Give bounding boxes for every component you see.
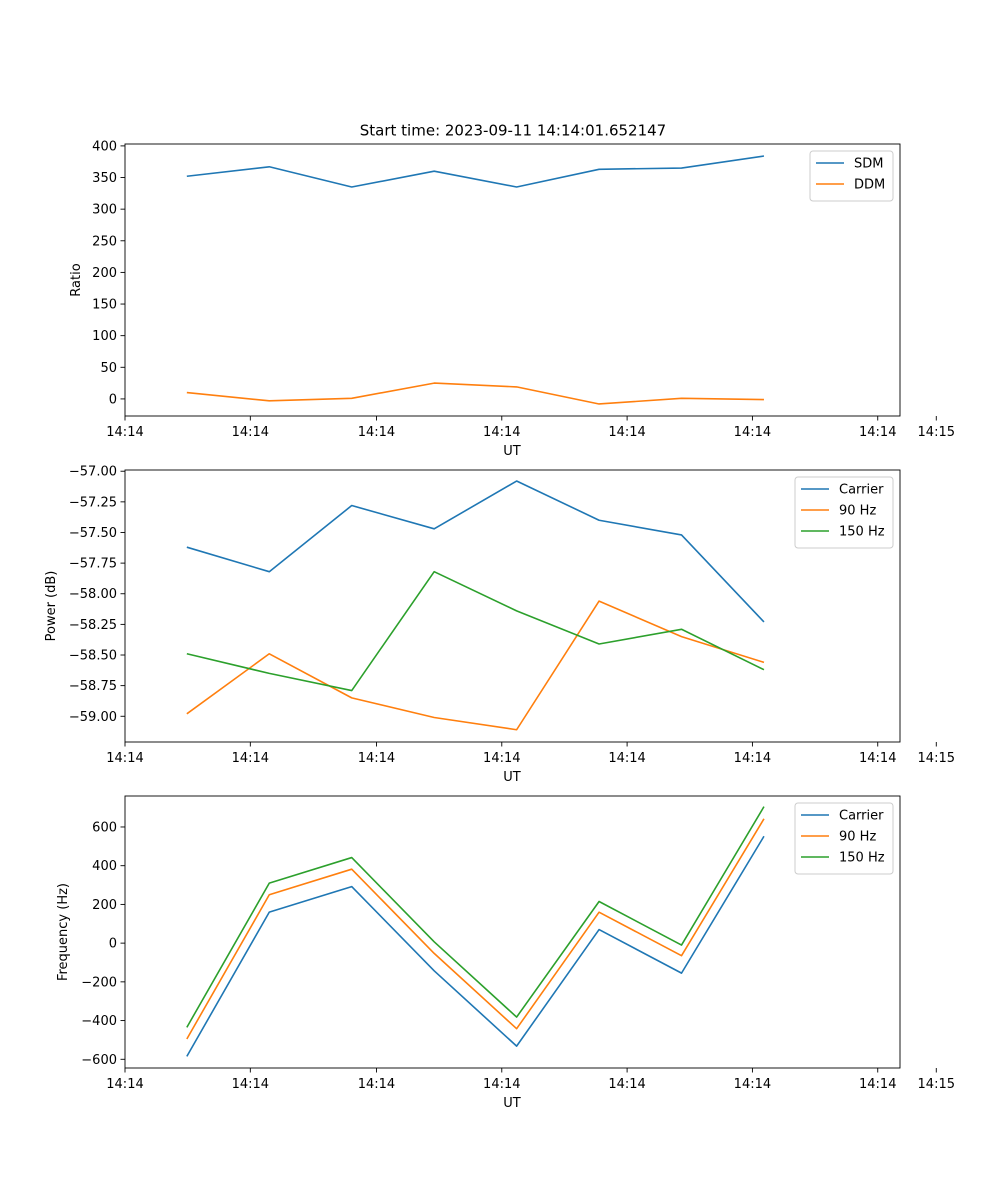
frequency-series-90-hz-line	[186, 818, 765, 1040]
frequency-x-tick-label: 14:14	[106, 1077, 143, 1092]
ratio-x-tick-label: 14:14	[483, 425, 520, 440]
ratio-x-tick-label: 14:14	[232, 425, 269, 440]
ratio-y-tick-label: 0	[109, 392, 117, 407]
power-x-tick-label: 14:14	[734, 751, 771, 766]
power-y-tick-label: −58.00	[69, 587, 117, 602]
frequency-y-axis-label: Frequency (Hz)	[56, 883, 71, 981]
power-y-tick-label: −57.00	[69, 465, 117, 480]
power-x-tick-label: 14:14	[232, 751, 269, 766]
frequency-legend-label-90-hz: 90 Hz	[839, 830, 876, 845]
frequency-y-tick-label: −200	[81, 975, 117, 990]
power-x-tick-label: 14:15	[918, 751, 955, 766]
power-y-tick-label: −57.25	[69, 495, 117, 510]
ratio-x-tick-label: 14:14	[358, 425, 395, 440]
frequency-plot-frame	[124, 795, 901, 1069]
ratio-y-tick-label: 100	[92, 329, 117, 344]
power-y-tick-label: −58.50	[69, 649, 117, 664]
ratio-y-tick-label: 50	[100, 361, 117, 376]
power-y-axis-label: Power (dB)	[44, 571, 59, 642]
ratio-legend-label-sdm: SDM	[854, 157, 883, 172]
power-series-carrier-line	[186, 480, 765, 623]
frequency-x-tick-label: 14:14	[483, 1077, 520, 1092]
ratio-x-tick-label: 14:14	[608, 425, 645, 440]
frequency-y-tick-label: 600	[92, 820, 117, 835]
frequency-series-carrier-line	[186, 835, 765, 1057]
power-series-90-hz-line	[186, 600, 765, 731]
ratio-y-tick-label: 150	[92, 298, 117, 313]
power-y-tick-label: −58.25	[69, 618, 117, 633]
ratio-x-axis-label: UT	[503, 444, 521, 459]
power-series-150-hz-line	[186, 570, 765, 692]
ratio-x-tick-label: 14:14	[734, 425, 771, 440]
power-legend-label-carrier: Carrier	[839, 483, 884, 498]
ratio-plot-frame	[124, 143, 901, 417]
power-legend-label-150-hz: 150 Hz	[839, 525, 885, 540]
power-y-tick-label: −59.00	[69, 710, 117, 725]
frequency-x-tick-label: 14:14	[608, 1077, 645, 1092]
power-y-tick-label: −58.75	[69, 679, 117, 694]
ratio-series-ddm-line	[186, 382, 764, 405]
ratio-y-tick-label: 400	[92, 139, 117, 154]
ratio-legend-label-ddm: DDM	[854, 178, 885, 193]
frequency-panel: 14:14 14:14 14:14 14:14 14:14 14:14 14:14 14:15…	[56, 795, 955, 1111]
frequency-y-tick-label: −600	[81, 1053, 117, 1068]
ratio-x-tick-label: 14:15	[918, 425, 955, 440]
power-panel: 14:14 14:14 14:14 14:14 14:14 14:14 14:14 14:15…	[44, 465, 955, 785]
power-x-tick-label: 14:14	[859, 751, 896, 766]
power-legend-label-90-hz: 90 Hz	[839, 504, 876, 519]
ratio-y-tick-label: 300	[92, 203, 117, 218]
frequency-series-150-hz-line	[186, 806, 765, 1028]
frequency-legend: Carrier 90 Hz 150 Hz	[794, 802, 894, 875]
frequency-y-tick-label: 200	[92, 898, 117, 913]
frequency-x-tick-label: 14:14	[232, 1077, 269, 1092]
power-y-tick-label: −57.75	[69, 557, 117, 572]
ratio-legend: SDM DDM	[809, 150, 894, 202]
power-x-tick-label: 14:14	[483, 751, 520, 766]
ratio-y-axis-label: Ratio	[69, 263, 84, 296]
power-x-tick-label: 14:14	[106, 751, 143, 766]
frequency-x-tick-label: 14:14	[734, 1077, 771, 1092]
ratio-y-tick-label: 200	[92, 266, 117, 281]
ratio-series-sdm-line	[186, 155, 765, 188]
frequency-y-tick-label: 0	[109, 937, 117, 952]
frequency-x-axis-label: UT	[503, 1096, 521, 1111]
frequency-x-tick-label: 14:14	[859, 1077, 896, 1092]
ratio-y-tick-label: 350	[92, 171, 117, 186]
frequency-y-tick-label: 400	[92, 859, 117, 874]
ratio-panel: 14:14 14:14 14:14 14:14 14:14 14:14 14:14 14:15…	[69, 139, 955, 459]
power-plot-frame	[124, 469, 901, 743]
frequency-x-tick-label: 14:14	[358, 1077, 395, 1092]
ratio-x-tick-label: 14:14	[106, 425, 143, 440]
ratio-y-tick-label: 250	[92, 234, 117, 249]
power-x-tick-label: 14:14	[358, 751, 395, 766]
frequency-legend-label-150-hz: 150 Hz	[839, 851, 885, 866]
power-x-axis-label: UT	[503, 770, 521, 785]
ratio-x-tick-label: 14:14	[859, 425, 896, 440]
frequency-y-tick-label: −400	[81, 1014, 117, 1029]
power-y-tick-label: −57.50	[69, 526, 117, 541]
chart-title: Start time: 2023-09-11 14:14:01.652147	[360, 122, 666, 140]
frequency-x-tick-label: 14:15	[918, 1077, 955, 1092]
power-x-tick-label: 14:14	[608, 751, 645, 766]
frequency-legend-label-carrier: Carrier	[839, 809, 884, 824]
power-legend: Carrier 90 Hz 150 Hz	[794, 476, 894, 549]
